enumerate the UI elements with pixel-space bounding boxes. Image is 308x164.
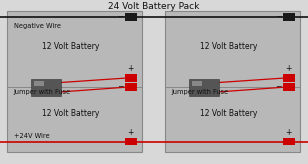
Text: −: −	[117, 82, 124, 91]
Bar	[125, 83, 137, 91]
Bar	[31, 79, 61, 96]
Bar	[34, 81, 44, 86]
Bar	[125, 13, 137, 21]
Text: +: +	[128, 128, 134, 137]
Bar	[125, 74, 137, 82]
Text: 12 Volt Battery: 12 Volt Battery	[200, 109, 257, 118]
Bar	[283, 13, 295, 21]
Text: 12 Volt Battery: 12 Volt Battery	[42, 109, 99, 118]
Text: 12 Volt Battery: 12 Volt Battery	[42, 42, 99, 51]
Bar	[189, 79, 219, 96]
Text: +: +	[286, 128, 292, 137]
Bar	[7, 11, 142, 152]
Text: +: +	[286, 64, 292, 73]
Text: +24V Wire: +24V Wire	[14, 133, 49, 139]
Bar	[165, 11, 300, 152]
Text: Jumper with Fuse: Jumper with Fuse	[172, 89, 229, 95]
Text: −: −	[117, 12, 124, 21]
Bar	[283, 138, 295, 145]
Text: Jumper with Fuse: Jumper with Fuse	[14, 89, 71, 95]
Bar	[192, 81, 202, 86]
Bar	[125, 138, 137, 145]
Bar	[283, 74, 295, 82]
Text: +: +	[128, 64, 134, 73]
Bar	[283, 13, 295, 21]
Text: −: −	[275, 82, 282, 91]
Bar	[283, 83, 295, 91]
Text: 24 Volt Battery Pack: 24 Volt Battery Pack	[108, 2, 200, 11]
Text: −: −	[275, 12, 282, 21]
Text: 12 Volt Battery: 12 Volt Battery	[200, 42, 257, 51]
Text: Negative Wire: Negative Wire	[14, 22, 61, 29]
